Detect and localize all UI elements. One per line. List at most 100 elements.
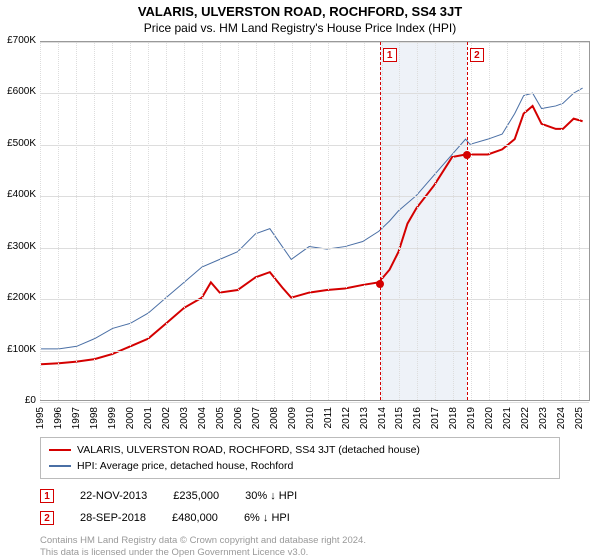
x-tick-label: 2010 (305, 407, 316, 429)
gridline (489, 42, 490, 400)
gridline (184, 42, 185, 400)
gridline (579, 42, 580, 400)
legend-label: VALARIS, ULVERSTON ROAD, ROCHFORD, SS4 3… (77, 442, 420, 458)
chart-container: 12 £0£100K£200K£300K£400K£500K£600K£700K… (0, 41, 600, 431)
gridline (346, 42, 347, 400)
y-tick-label: £200K (0, 293, 36, 303)
event-date: 28-SEP-2018 (80, 512, 146, 524)
page-subtitle: Price paid vs. HM Land Registry's House … (0, 19, 600, 41)
x-tick-label: 2007 (251, 407, 262, 429)
x-tick-label: 2019 (466, 407, 477, 429)
x-tick-label: 2015 (394, 407, 405, 429)
y-tick-label: £300K (0, 242, 36, 252)
gridline (40, 402, 589, 403)
x-tick-label: 2021 (502, 407, 513, 429)
x-tick-label: 2018 (448, 407, 459, 429)
event-number-box: 2 (40, 511, 54, 525)
gridline (453, 42, 454, 400)
x-tick-label: 2012 (341, 407, 352, 429)
y-tick-label: £0 (0, 396, 36, 406)
x-tick-label: 2022 (520, 407, 531, 429)
gridline (507, 42, 508, 400)
event-line (467, 42, 468, 400)
y-tick-label: £100K (0, 345, 36, 355)
event-delta: 6% ↓ HPI (244, 512, 290, 524)
event-number-box: 1 (40, 489, 54, 503)
gridline (130, 42, 131, 400)
event-date: 22-NOV-2013 (80, 490, 147, 502)
gridline (543, 42, 544, 400)
x-tick-label: 2006 (233, 407, 244, 429)
footnote-line: Contains HM Land Registry data © Crown c… (40, 535, 560, 547)
gridline (58, 42, 59, 400)
y-tick-label: £400K (0, 190, 36, 200)
series-hpi (41, 88, 583, 349)
gridline (399, 42, 400, 400)
marker-dot (463, 151, 471, 159)
gridline (417, 42, 418, 400)
x-tick-label: 1999 (107, 407, 118, 429)
legend-swatch (49, 449, 71, 451)
legend-swatch (49, 465, 71, 467)
gridline (364, 42, 365, 400)
x-tick-label: 1995 (35, 407, 46, 429)
gridline (274, 42, 275, 400)
event-price: £480,000 (172, 512, 218, 524)
x-tick-label: 1997 (71, 407, 82, 429)
event-delta: 30% ↓ HPI (245, 490, 297, 502)
legend-label: HPI: Average price, detached house, Roch… (77, 458, 293, 474)
x-tick-label: 2000 (125, 407, 136, 429)
x-tick-label: 2014 (377, 407, 388, 429)
gridline (202, 42, 203, 400)
gridline (328, 42, 329, 400)
gridline (561, 42, 562, 400)
event-price: £235,000 (173, 490, 219, 502)
x-tick-label: 2005 (215, 407, 226, 429)
gridline (220, 42, 221, 400)
x-tick-label: 2011 (323, 407, 334, 429)
x-tick-label: 2008 (269, 407, 280, 429)
plot-area: 12 (40, 41, 590, 401)
events-row: 2 28-SEP-2018 £480,000 6% ↓ HPI (40, 507, 560, 529)
legend-row: HPI: Average price, detached house, Roch… (49, 458, 551, 474)
y-tick-label: £600K (0, 87, 36, 97)
gridline (435, 42, 436, 400)
event-badge: 2 (470, 48, 484, 62)
events-row: 1 22-NOV-2013 £235,000 30% ↓ HPI (40, 485, 560, 507)
marker-dot (376, 280, 384, 288)
x-tick-label: 2016 (412, 407, 423, 429)
x-tick-label: 2025 (574, 407, 585, 429)
gridline (76, 42, 77, 400)
page-title: VALARIS, ULVERSTON ROAD, ROCHFORD, SS4 3… (0, 0, 600, 19)
x-tick-label: 1998 (89, 407, 100, 429)
gridline (238, 42, 239, 400)
gridline (148, 42, 149, 400)
x-tick-label: 2002 (161, 407, 172, 429)
events-table: 1 22-NOV-2013 £235,000 30% ↓ HPI 2 28-SEP-201… (40, 485, 560, 529)
gridline (112, 42, 113, 400)
x-tick-label: 2024 (556, 407, 567, 429)
x-tick-label: 2003 (179, 407, 190, 429)
x-tick-label: 2013 (359, 407, 370, 429)
gridline (40, 42, 41, 400)
event-badge: 1 (383, 48, 397, 62)
legend: VALARIS, ULVERSTON ROAD, ROCHFORD, SS4 3… (40, 437, 560, 479)
event-line (380, 42, 381, 400)
gridline (471, 42, 472, 400)
gridline (310, 42, 311, 400)
footnote-line: This data is licensed under the Open Gov… (40, 547, 560, 559)
gridline (382, 42, 383, 400)
gridline (94, 42, 95, 400)
y-tick-label: £500K (0, 139, 36, 149)
x-tick-label: 2020 (484, 407, 495, 429)
x-tick-label: 2004 (197, 407, 208, 429)
x-tick-label: 2017 (430, 407, 441, 429)
footnote: Contains HM Land Registry data © Crown c… (40, 535, 560, 559)
x-tick-label: 1996 (53, 407, 64, 429)
x-tick-label: 2001 (143, 407, 154, 429)
legend-row: VALARIS, ULVERSTON ROAD, ROCHFORD, SS4 3… (49, 442, 551, 458)
gridline (292, 42, 293, 400)
gridline (525, 42, 526, 400)
gridline (256, 42, 257, 400)
y-tick-label: £700K (0, 36, 36, 46)
